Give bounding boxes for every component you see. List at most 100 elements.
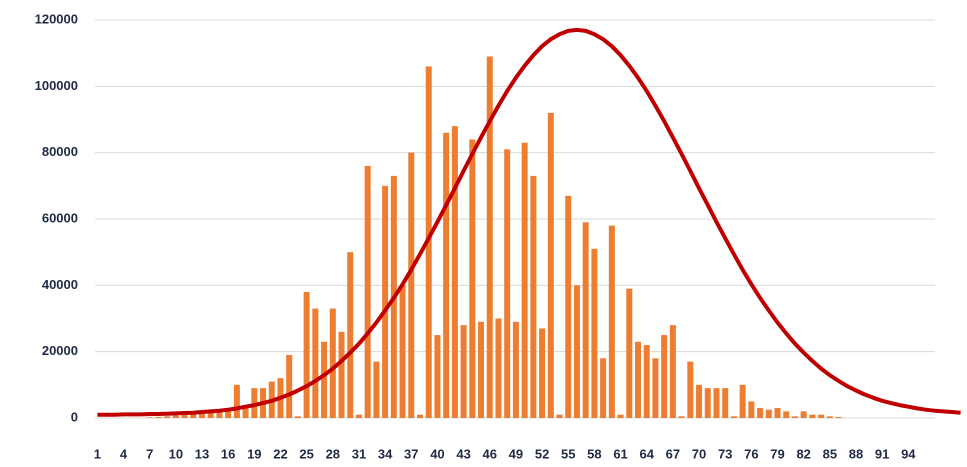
x-tick-label: 88 bbox=[849, 446, 863, 461]
bar bbox=[451, 126, 458, 418]
bar bbox=[748, 401, 755, 418]
bar bbox=[783, 411, 790, 418]
bar bbox=[504, 149, 511, 418]
bar bbox=[338, 331, 345, 418]
x-tick-label: 28 bbox=[326, 446, 340, 461]
x-tick-label: 61 bbox=[613, 446, 627, 461]
bar bbox=[408, 152, 415, 418]
x-tick-label: 19 bbox=[247, 446, 261, 461]
bar bbox=[164, 416, 171, 418]
bar bbox=[547, 112, 554, 418]
bar bbox=[486, 56, 493, 418]
bar bbox=[347, 252, 354, 418]
bar bbox=[652, 358, 659, 418]
x-tick-label: 76 bbox=[744, 446, 758, 461]
bar bbox=[294, 416, 301, 418]
y-tick-label: 80000 bbox=[42, 144, 78, 159]
bar bbox=[582, 222, 589, 418]
bar bbox=[373, 361, 380, 418]
bar bbox=[199, 413, 205, 418]
bar bbox=[696, 384, 703, 418]
bar bbox=[286, 354, 293, 418]
bar bbox=[443, 132, 450, 418]
bar bbox=[417, 414, 423, 418]
x-tick-label: 94 bbox=[901, 446, 916, 461]
x-tick-label: 1 bbox=[94, 446, 101, 461]
bar bbox=[765, 409, 772, 418]
x-tick-label: 55 bbox=[561, 446, 575, 461]
bar bbox=[800, 411, 807, 418]
bar bbox=[635, 341, 641, 418]
x-tick-label: 52 bbox=[535, 446, 549, 461]
bar bbox=[722, 388, 729, 418]
bar bbox=[146, 417, 153, 418]
bar bbox=[382, 185, 389, 418]
bar bbox=[207, 411, 214, 418]
x-tick-label: 22 bbox=[273, 446, 287, 461]
bar bbox=[478, 321, 485, 418]
bar bbox=[809, 414, 816, 418]
bar bbox=[818, 414, 825, 418]
bar bbox=[608, 225, 615, 418]
bar bbox=[512, 321, 519, 418]
bar bbox=[242, 408, 249, 418]
x-tick-label: 31 bbox=[352, 446, 366, 461]
bar bbox=[321, 341, 328, 418]
bar bbox=[303, 291, 310, 418]
y-tick-label: 0 bbox=[71, 409, 78, 424]
y-tick-label: 40000 bbox=[42, 277, 78, 292]
bar bbox=[460, 325, 467, 418]
bar bbox=[730, 416, 737, 418]
x-tick-label: 85 bbox=[823, 446, 837, 461]
bar bbox=[826, 416, 833, 418]
bar bbox=[355, 414, 362, 418]
x-tick-label: 10 bbox=[169, 446, 183, 461]
bar bbox=[626, 288, 633, 418]
x-tick-label: 70 bbox=[692, 446, 706, 461]
y-tick-label: 100000 bbox=[35, 78, 78, 93]
bar bbox=[774, 408, 781, 418]
x-tick-label: 58 bbox=[587, 446, 601, 461]
bar bbox=[329, 308, 336, 418]
x-tick-label: 37 bbox=[404, 446, 418, 461]
bar bbox=[495, 318, 502, 418]
bar bbox=[434, 335, 441, 418]
x-tick-label: 7 bbox=[146, 446, 153, 461]
x-tick-label: 25 bbox=[299, 446, 313, 461]
bar bbox=[591, 248, 598, 418]
bar bbox=[233, 384, 240, 418]
bar bbox=[216, 409, 223, 418]
y-tick-label: 60000 bbox=[42, 210, 78, 225]
bar bbox=[791, 416, 798, 418]
bar bbox=[172, 415, 179, 418]
bar bbox=[713, 388, 720, 418]
bar bbox=[225, 408, 232, 418]
bar bbox=[661, 335, 668, 418]
bar bbox=[190, 413, 197, 418]
x-tick-label: 43 bbox=[456, 446, 470, 461]
x-tick-label: 13 bbox=[195, 446, 209, 461]
bar bbox=[757, 408, 764, 418]
x-tick-label: 34 bbox=[378, 446, 393, 461]
curve bbox=[97, 27, 961, 417]
bar bbox=[530, 175, 537, 418]
x-tick-label: 40 bbox=[430, 446, 444, 461]
bar bbox=[565, 195, 572, 418]
bar bbox=[687, 361, 694, 418]
x-tick-label: 79 bbox=[770, 446, 784, 461]
bar bbox=[600, 358, 607, 418]
x-tick-label: 4 bbox=[120, 446, 128, 461]
x-tick-label: 64 bbox=[639, 446, 654, 461]
bar bbox=[469, 139, 476, 418]
x-tick-label: 49 bbox=[509, 446, 523, 461]
bar bbox=[643, 345, 650, 418]
x-tick-label: 16 bbox=[221, 446, 235, 461]
y-tick-label: 20000 bbox=[42, 343, 78, 358]
bar bbox=[364, 165, 371, 418]
bar bbox=[181, 414, 188, 418]
bar bbox=[312, 308, 319, 418]
x-tick-label: 67 bbox=[666, 446, 680, 461]
x-tick-label: 82 bbox=[796, 446, 810, 461]
bar bbox=[556, 414, 563, 418]
x-tick-label: 91 bbox=[875, 446, 889, 461]
